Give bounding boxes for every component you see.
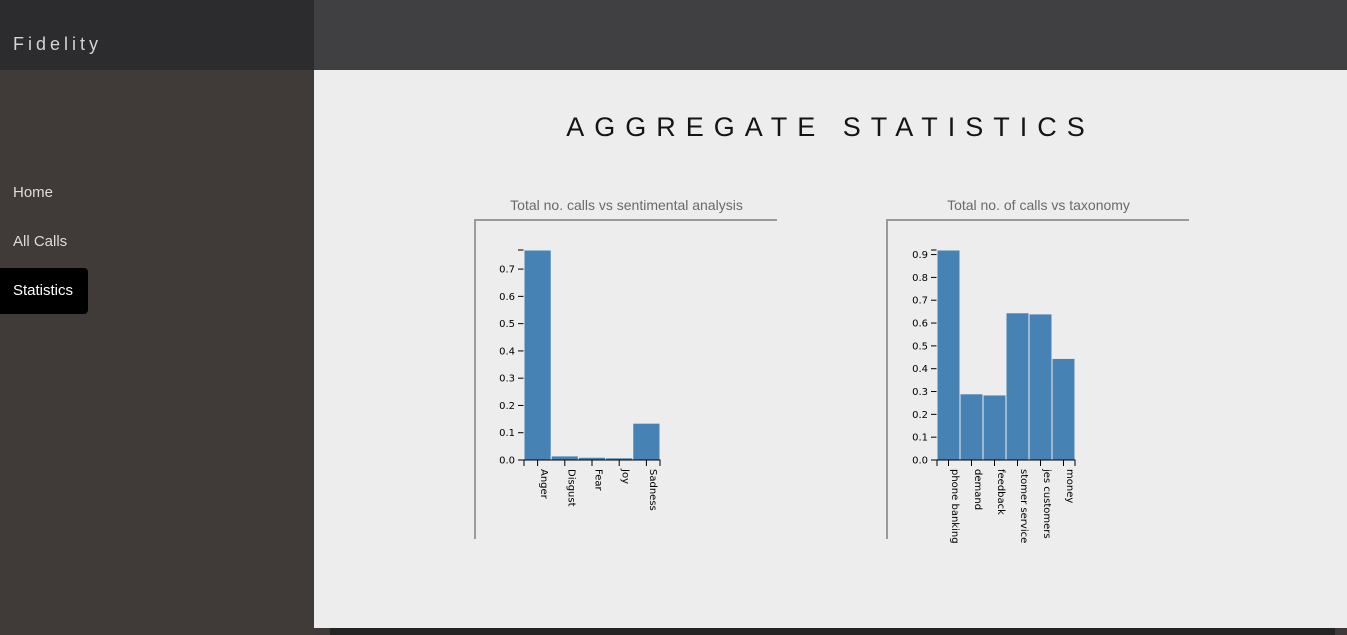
x-tick-label: stomer service bbox=[1018, 469, 1029, 543]
brand-bar: Fidelity bbox=[0, 0, 314, 70]
bar-feedback bbox=[982, 394, 1007, 461]
x-tick-label-group: feedback bbox=[995, 469, 1006, 515]
y-tick-label: 0.5 bbox=[912, 341, 928, 352]
top-bar bbox=[314, 0, 1347, 70]
x-tick-label: demand bbox=[972, 469, 983, 510]
bar-disgust bbox=[550, 455, 579, 461]
x-tick-label-group: money bbox=[1064, 469, 1075, 503]
y-tick-label: 0.1 bbox=[499, 428, 515, 439]
y-tick-label: 0.0 bbox=[912, 456, 928, 467]
x-tick-label: Sadness bbox=[647, 469, 658, 511]
chart-title-taxonomy: Total no. of calls vs taxonomy bbox=[947, 197, 1130, 213]
sidebar-item-all-calls[interactable]: All Calls bbox=[13, 233, 68, 250]
x-tick-label-group: Sadness bbox=[647, 469, 658, 511]
y-tick-label: 0.6 bbox=[912, 319, 928, 330]
x-tick-label-group: Fear bbox=[593, 469, 604, 491]
y-tick-label: 0.2 bbox=[912, 410, 928, 421]
y-tick-label: 0.3 bbox=[912, 387, 928, 398]
y-tick-label: 0.2 bbox=[499, 401, 515, 412]
bar-types-customers bbox=[1028, 313, 1053, 461]
y-tick-label: 0.5 bbox=[499, 319, 515, 330]
x-tick-label-group: Joy bbox=[620, 468, 631, 484]
bar-sadness bbox=[632, 422, 661, 461]
x-tick-label-group: Disgust bbox=[565, 469, 576, 507]
bar-demand bbox=[959, 393, 984, 461]
chart-sentiment: 0.0 0.1 0.2 0.3 0.4 0.5 0.6 0.7 Anger Disgust Fear… bbox=[499, 249, 661, 511]
y-tick-label: 0.3 bbox=[499, 374, 515, 385]
bar-customer-service bbox=[1005, 312, 1030, 461]
chart-panel-sentiment bbox=[474, 219, 777, 539]
x-tick-label: phone banking bbox=[949, 469, 960, 544]
x-tick-label-group: Anger bbox=[538, 469, 549, 500]
y-tick-label: 0.0 bbox=[499, 456, 515, 467]
x-axis bbox=[936, 459, 1076, 466]
x-tick-label: Joy bbox=[620, 468, 631, 484]
bar-phone-banking bbox=[936, 249, 961, 461]
x-tick-label: Disgust bbox=[565, 469, 576, 507]
bar-anger bbox=[523, 249, 552, 461]
y-tick-label: 0.4 bbox=[499, 346, 515, 357]
y-tick-label: 0.9 bbox=[912, 250, 928, 261]
x-tick-label: jes customers bbox=[1041, 468, 1052, 539]
x-tick-label-group: stomer service bbox=[1018, 469, 1029, 543]
chart-taxonomy: 0.0 0.1 0.2 0.3 0.4 0.5 0.6 0.7 0.8 0.9 phone bank… bbox=[912, 249, 1076, 544]
sidebar: Fidelity Home All Calls Statistics bbox=[0, 0, 314, 635]
x-tick-label-group: phone banking bbox=[949, 469, 960, 544]
x-tick-label-group: jes customers bbox=[1041, 468, 1052, 539]
bottom-strip bbox=[330, 628, 1335, 635]
x-tick-label: Fear bbox=[593, 469, 604, 491]
chart-title-sentiment: Total no. calls vs sentimental analysis bbox=[510, 197, 743, 213]
main-content: AGGREGATE STATISTICS Total no. calls vs … bbox=[314, 70, 1347, 628]
y-tick-label: 0.6 bbox=[499, 292, 515, 303]
chart-panel-taxonomy bbox=[886, 219, 1189, 539]
sidebar-item-home[interactable]: Home bbox=[13, 184, 54, 201]
y-tick-label: 0.1 bbox=[912, 433, 928, 444]
brand-logo[interactable]: Fidelity bbox=[13, 34, 103, 54]
y-tick-label: 0.7 bbox=[912, 296, 928, 307]
y-tick-label: 0.8 bbox=[912, 273, 928, 284]
bar-money bbox=[1051, 357, 1076, 461]
y-tick-label: 0.7 bbox=[499, 265, 515, 276]
sidebar-item-statistics[interactable]: Statistics bbox=[0, 268, 88, 314]
x-tick-label: Anger bbox=[538, 469, 549, 500]
y-tick-label: 0.4 bbox=[912, 364, 928, 375]
page-title: AGGREGATE STATISTICS bbox=[566, 112, 1095, 142]
x-tick-label: feedback bbox=[995, 469, 1006, 515]
x-tick-label: money bbox=[1064, 469, 1075, 503]
x-tick-label-group: demand bbox=[972, 469, 983, 510]
